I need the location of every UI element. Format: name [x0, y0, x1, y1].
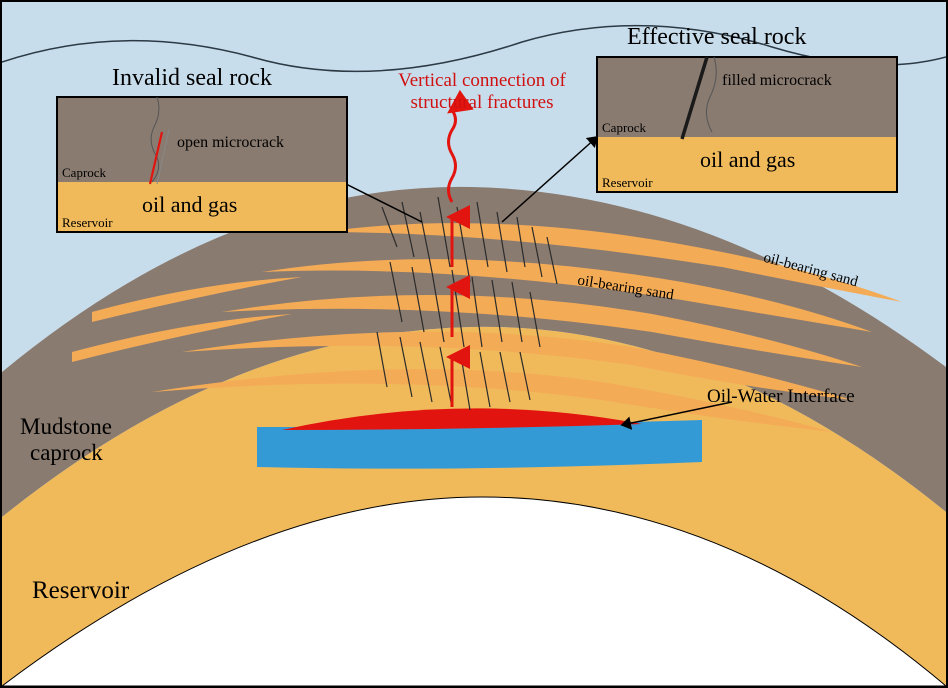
reservoir-big: Reservoir	[32, 577, 129, 605]
caprock-r: Caprock	[602, 120, 646, 136]
filled-micro-label: filled microcrack	[722, 72, 832, 90]
vertical-conn-1: Vertical connection of	[367, 70, 597, 92]
effective-title: Effective seal rock	[627, 24, 806, 51]
mudstone-2: caprock	[30, 440, 103, 466]
reservoir-l: Reservoir	[62, 215, 113, 231]
owi-label: Oil-Water Interface	[707, 386, 855, 408]
invalid-title: Invalid seal rock	[112, 65, 272, 92]
vertical-conn-2: structural fractures	[367, 92, 597, 114]
geology-diagram: Invalid seal rock Effective seal rock Ve…	[0, 0, 948, 688]
oilgas-r: oil and gas	[700, 147, 795, 173]
mudstone-1: Mudstone	[20, 414, 112, 440]
open-micro-label: open microcrack	[177, 134, 284, 152]
oilgas-l: oil and gas	[142, 192, 237, 218]
reservoir-r: Reservoir	[602, 175, 653, 191]
caprock-l: Caprock	[62, 165, 106, 181]
